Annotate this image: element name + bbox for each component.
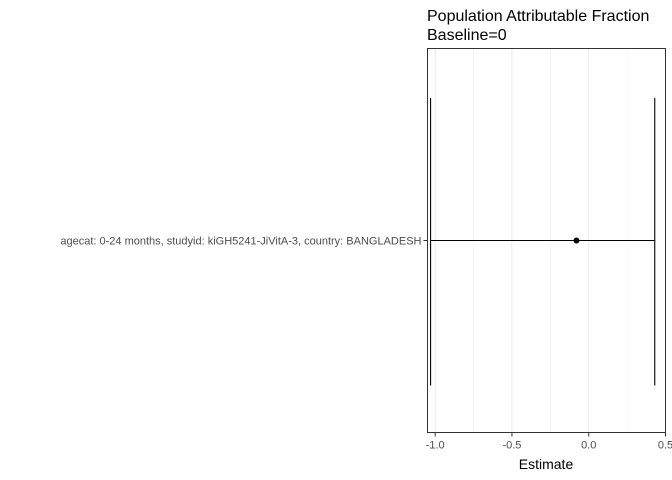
y-tick-label: agecat: 0-24 months, studyid: kiGH5241-J… (60, 236, 421, 248)
chart-title-line-2: Baseline=0 (427, 27, 507, 44)
x-tick-label: -0.5 (502, 440, 521, 452)
x-axis-label: Estimate (519, 456, 574, 472)
x-tick-label: 0.5 (658, 440, 672, 452)
marks-layer (430, 98, 656, 386)
y-axis: agecat: 0-24 months, studyid: kiGH5241-J… (60, 236, 428, 248)
x-tick-label: -1.0 (426, 440, 445, 452)
x-axis: -1.0 -0.5 0.0 0.5 (426, 432, 672, 452)
estimate-point (573, 237, 580, 244)
x-tick-label: 0.0 (581, 440, 596, 452)
chart-title-line-1: Population Attributable Fraction (427, 8, 649, 25)
